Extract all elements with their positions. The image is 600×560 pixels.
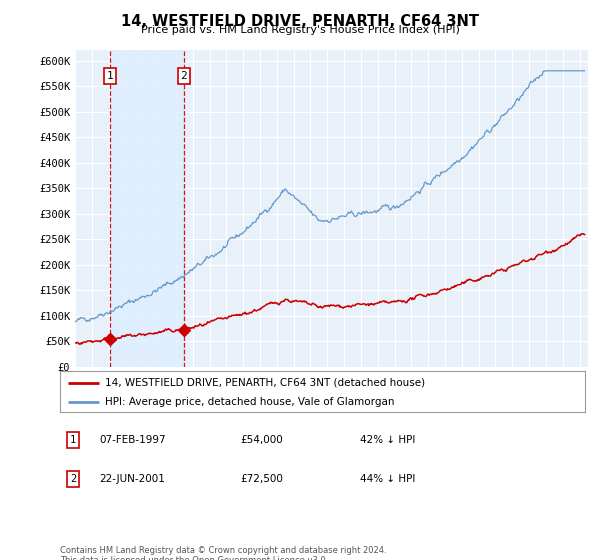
Text: HPI: Average price, detached house, Vale of Glamorgan: HPI: Average price, detached house, Vale…: [104, 396, 394, 407]
Text: 42% ↓ HPI: 42% ↓ HPI: [360, 435, 415, 445]
Text: 22-JUN-2001: 22-JUN-2001: [99, 474, 165, 484]
Text: 2: 2: [181, 71, 187, 81]
Text: 14, WESTFIELD DRIVE, PENARTH, CF64 3NT (detached house): 14, WESTFIELD DRIVE, PENARTH, CF64 3NT (…: [104, 377, 425, 388]
Text: 2: 2: [70, 474, 76, 484]
Text: 1: 1: [70, 435, 76, 445]
Text: £72,500: £72,500: [240, 474, 283, 484]
Text: Price paid vs. HM Land Registry's House Price Index (HPI): Price paid vs. HM Land Registry's House …: [140, 25, 460, 35]
Bar: [110, 50, 184, 367]
Text: 07-FEB-1997: 07-FEB-1997: [99, 435, 166, 445]
Text: 14, WESTFIELD DRIVE, PENARTH, CF64 3NT: 14, WESTFIELD DRIVE, PENARTH, CF64 3NT: [121, 14, 479, 29]
Text: 1: 1: [107, 71, 113, 81]
Text: 44% ↓ HPI: 44% ↓ HPI: [360, 474, 415, 484]
Text: £54,000: £54,000: [240, 435, 283, 445]
Text: Contains HM Land Registry data © Crown copyright and database right 2024.
This d: Contains HM Land Registry data © Crown c…: [60, 546, 386, 560]
